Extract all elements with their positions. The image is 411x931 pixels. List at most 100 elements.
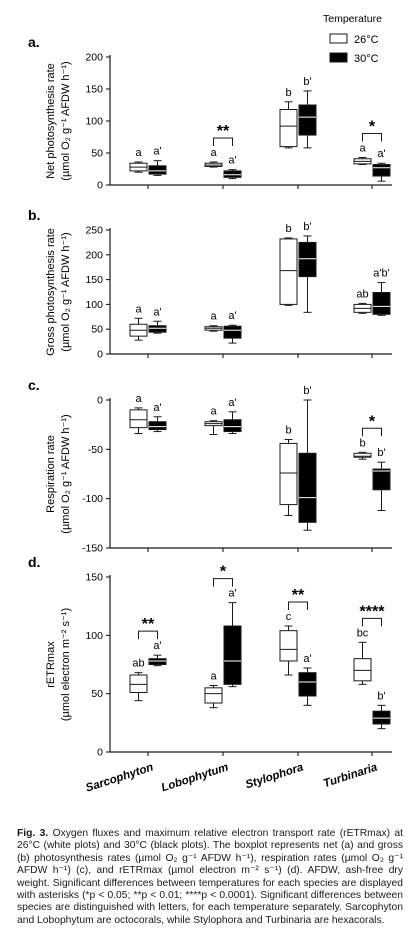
x-category-label: Turbinaria	[322, 761, 380, 790]
box-26-stylophora	[279, 237, 298, 306]
box-30-sarcophyton	[148, 416, 167, 433]
box-26-sarcophyton	[129, 672, 148, 702]
box-30-lobophytum	[223, 411, 242, 435]
box-body	[204, 687, 223, 704]
y-axis-label-line: (µmol electron m⁻² s⁻¹)	[60, 608, 72, 721]
significance-letter: a'	[303, 653, 311, 665]
significance-letter: a	[359, 142, 366, 154]
significance-letter: a	[210, 671, 217, 683]
significance-bracket: **	[213, 123, 233, 146]
panel-4: d. rETRmax (µmol electron m⁻² s⁻¹) 0 50 100 15…	[28, 554, 392, 759]
significance-letter: b	[285, 223, 291, 235]
y-tick-label: 250	[85, 225, 103, 237]
y-tick-label: 150	[85, 274, 103, 286]
significance-asterisks: **	[142, 616, 155, 633]
significance-bracket: **	[138, 616, 158, 640]
box-26-stylophora	[279, 438, 298, 516]
panel-3: c. Respiration rate (µmol O₂ g⁻¹ AFDW h⁻¹)…	[28, 377, 392, 555]
box-body	[148, 421, 167, 431]
y-tick-label: 100	[85, 299, 103, 311]
box-body	[223, 325, 242, 339]
x-axis-category-labels: Sarcophyton Lobophytum Stylophora Turbinari…	[84, 761, 379, 794]
box-30-sarcophyton	[148, 160, 167, 176]
significance-letter: a'	[228, 310, 236, 322]
box-26-lobophytum	[204, 685, 223, 709]
significance-letter: a'	[228, 155, 236, 167]
x-category-label: Sarcophyton	[84, 761, 155, 794]
y-tick-label: 50	[91, 148, 103, 160]
y-tick-label: 100	[85, 630, 103, 642]
y-axis-label-line: Respiration rate	[45, 435, 57, 513]
box-body	[298, 241, 317, 278]
box-30-turbinaria	[372, 704, 391, 730]
box-body	[279, 630, 298, 662]
figure-3: Temperature 26°C 30°C a. Net photosynthes…	[28, 13, 392, 795]
significance-bracket: *	[362, 118, 382, 142]
legend-swatch-30	[329, 52, 348, 63]
significance-letter: b'	[303, 385, 311, 397]
significance-letter: a'	[153, 146, 161, 158]
significance-letter: b'	[303, 221, 311, 233]
box-26-lobophytum	[204, 325, 223, 332]
box-30-sarcophyton	[148, 320, 167, 334]
significance-letter: b'	[377, 690, 385, 702]
significance-letter: a	[135, 393, 142, 405]
y-axis-label-line: rETRmax	[45, 641, 57, 688]
bracket-line	[213, 578, 233, 587]
significance-asterisks: *	[369, 118, 376, 135]
legend-label-26: 26°C	[354, 34, 379, 46]
y-tick-label: 200	[85, 249, 103, 261]
panel-label: b.	[28, 207, 40, 223]
bracket-line	[138, 630, 158, 640]
significance-letter: bc	[357, 627, 369, 639]
box-26-sarcophyton	[129, 407, 148, 435]
box-30-stylophora	[298, 399, 317, 531]
box-30-turbinaria	[372, 162, 391, 182]
box-30-turbinaria	[372, 282, 391, 316]
significance-asterisks: ****	[360, 603, 386, 620]
significance-asterisks: *	[220, 564, 227, 581]
box-26-sarcophyton	[129, 317, 148, 341]
panel-label: a.	[28, 34, 40, 50]
y-axis-label-line: (µmol O₂ g⁻¹ AFDW h⁻¹)	[60, 414, 72, 533]
panel-1: a. Net photosynthesis rate (µmol O₂ g⁻¹ AF…	[28, 34, 392, 192]
box-26-turbinaria	[353, 156, 372, 166]
panels: a.Net photosynthesis rate (µmol O₂ g⁻¹ AF…	[28, 34, 392, 759]
box-30-lobophytum	[223, 602, 242, 688]
y-tick-label: 50	[91, 688, 103, 700]
significance-bracket: *	[362, 413, 382, 437]
legend: Temperature 26°C 30°C	[323, 13, 382, 65]
panel-label: d.	[28, 554, 40, 570]
legend-label-30: 30°C	[354, 53, 379, 65]
y-tick-label: -50	[88, 444, 103, 456]
box-body	[129, 674, 148, 693]
box-30-stylophora	[298, 667, 317, 706]
box-body	[279, 238, 298, 305]
figure-caption: Fig. 3. Oxygen fluxes and maximum relati…	[17, 828, 403, 927]
panel-label: c.	[28, 377, 40, 393]
box-26-turbinaria	[353, 451, 372, 460]
x-category-label: Stylophora	[244, 761, 305, 791]
significance-letter: a'	[153, 402, 161, 414]
box-30-lobophytum	[223, 324, 242, 344]
significance-letter: a'	[228, 397, 236, 409]
box-body	[223, 419, 242, 433]
x-category-label: Lobophytum	[160, 761, 230, 794]
legend-title: Temperature	[323, 13, 382, 25]
box-body	[279, 442, 298, 506]
significance-asterisks: *	[369, 413, 376, 430]
y-axis-label-line: (µmol O₂ g⁻¹ AFDW h⁻¹)	[60, 232, 72, 351]
y-tick-label: 0	[97, 747, 103, 759]
significance-letter: a	[210, 406, 217, 418]
box-26-turbinaria	[353, 302, 372, 314]
y-tick-label: 150	[85, 84, 103, 96]
y-tick-label: 50	[91, 324, 103, 336]
y-tick-label: 0	[97, 349, 103, 361]
bracket-line	[362, 132, 382, 142]
box-26-sarcophyton	[129, 161, 148, 173]
bracket-line	[213, 137, 233, 146]
significance-letter: a'	[377, 148, 385, 160]
significance-letter: a	[210, 147, 217, 159]
box-body	[298, 672, 317, 697]
significance-letter: a'	[153, 640, 161, 652]
